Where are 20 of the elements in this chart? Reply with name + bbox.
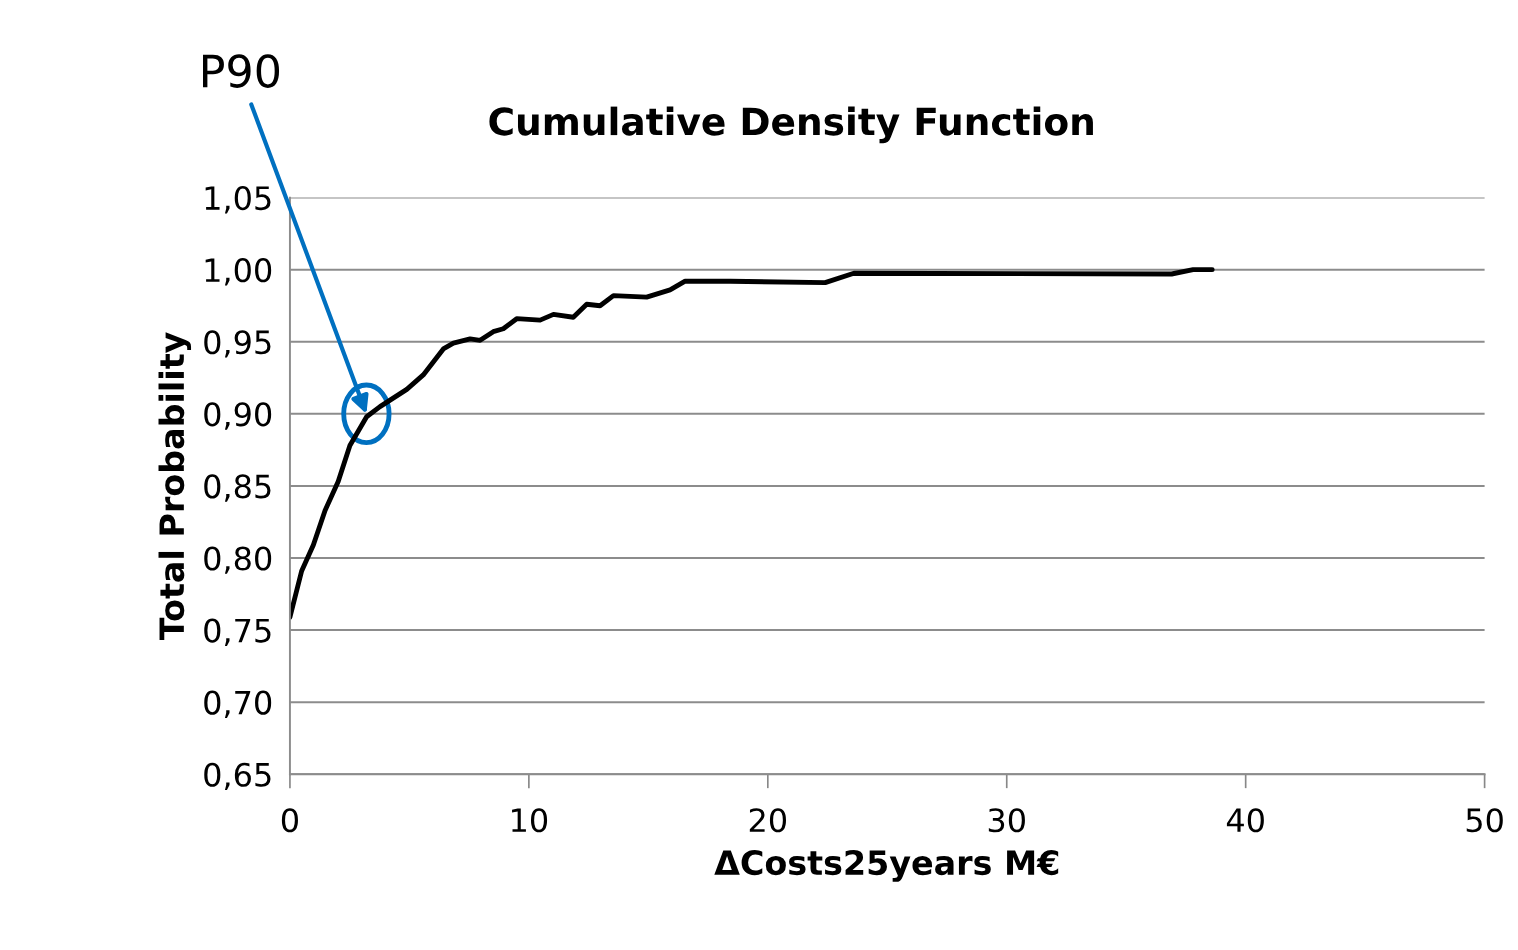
x-tick-label: 10 [512, 808, 548, 833]
y-tick-label: 0,75 [204, 618, 271, 646]
chart-title: Cumulative Density Function [489, 106, 1093, 144]
x-tick-label: 30 [988, 808, 1025, 833]
x-tick-label: 20 [749, 808, 787, 833]
y-tick-label: 0,70 [204, 690, 272, 719]
y-tick-label: 0,80 [204, 546, 272, 574]
y-tick-label: 1,00 [205, 258, 272, 286]
y-tick-label: 1,05 [205, 186, 271, 214]
x-tick-label: 0 [281, 808, 298, 833]
y-axis-title: Total Probability [158, 332, 192, 641]
x-axis-title: ΔCosts25years M€ [714, 849, 1059, 882]
line-series [289, 267, 1215, 620]
annotation: P90 [203, 54, 280, 88]
y-tick-label: 0,85 [204, 474, 271, 502]
y-tick-label: 0,95 [204, 330, 271, 358]
y-tick-label: 0,90 [204, 402, 272, 430]
x-tick-label: 50 [1466, 808, 1503, 833]
y-tick-label: 0,65 [204, 762, 271, 791]
x-tick-label: 40 [1226, 808, 1264, 833]
